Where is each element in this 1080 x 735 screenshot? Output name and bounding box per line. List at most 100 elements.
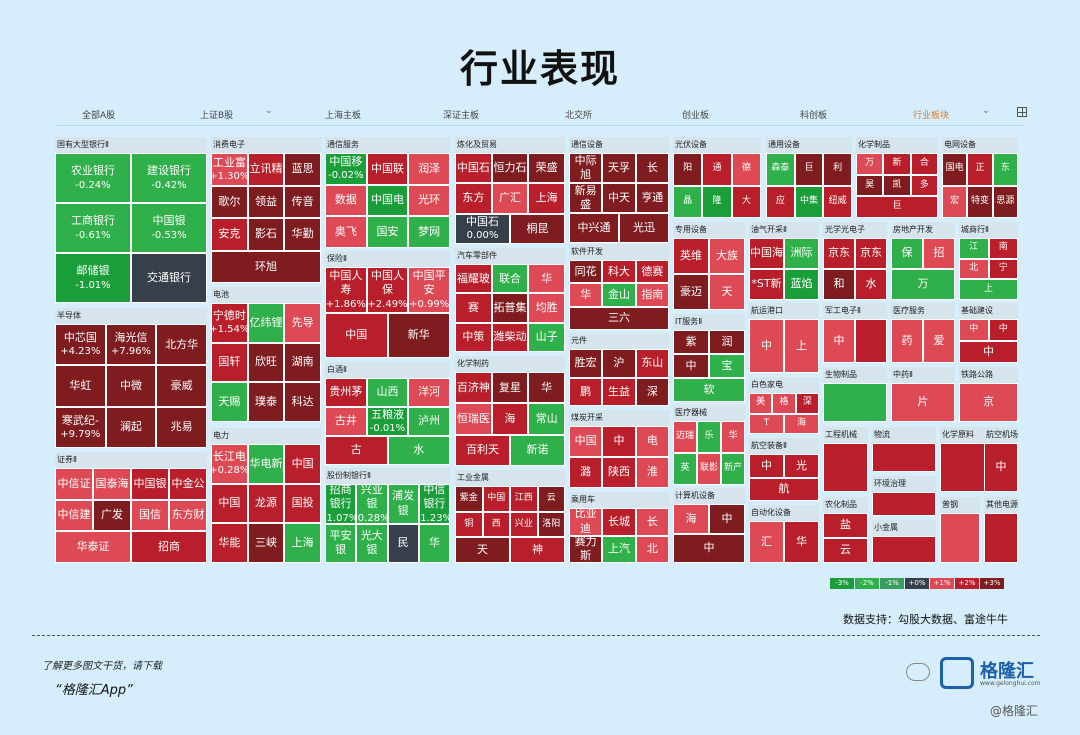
stock-tile[interactable]: 片 bbox=[891, 383, 955, 422]
chevron-down-icon[interactable]: ⌄ bbox=[265, 106, 273, 116]
stock-tile[interactable]: 华电新 bbox=[247, 444, 285, 484]
industry-panel[interactable]: 工业金属 紫金 中国 江西 云铜 西 兴业 洛阳天 神 bbox=[455, 470, 565, 563]
industry-panel[interactable]: 煤炭开采 中国 中 电潞 陕西 淮 bbox=[569, 410, 669, 488]
stock-tile[interactable]: 新诺 bbox=[510, 434, 565, 466]
stock-tile[interactable]: 软 bbox=[673, 378, 745, 402]
stock-tile[interactable]: 先导 bbox=[284, 303, 321, 343]
stock-tile[interactable]: 科达 bbox=[284, 382, 321, 422]
industry-panel[interactable]: 普钢 bbox=[940, 497, 980, 563]
industry-panel[interactable]: 航运港口中 上 bbox=[749, 303, 819, 373]
stock-tile[interactable]: 光 bbox=[784, 454, 819, 478]
stock-tile[interactable]: 中 bbox=[709, 504, 745, 534]
stock-tile[interactable]: 上汽 bbox=[602, 535, 636, 563]
stock-tile[interactable]: 中国 bbox=[284, 444, 321, 484]
stock-tile[interactable]: 洋河 bbox=[408, 378, 450, 407]
stock-tile[interactable]: 拓普集 bbox=[491, 293, 529, 323]
stock-tile[interactable]: 海 bbox=[784, 413, 819, 434]
stock-tile[interactable]: 歌尔 bbox=[211, 185, 248, 218]
stock-tile[interactable]: 均胜 bbox=[528, 293, 565, 323]
stock-tile[interactable]: 龙源 bbox=[247, 483, 285, 524]
stock-tile[interactable]: 英 bbox=[673, 453, 697, 485]
stock-tile[interactable]: 新华 bbox=[387, 312, 450, 358]
tab-sh-main[interactable]: 上海主板 bbox=[325, 111, 362, 121]
industry-panel[interactable]: 医疗服务药 爱 bbox=[891, 303, 955, 363]
stock-tile[interactable]: 赛力斯 bbox=[569, 535, 603, 563]
stock-tile[interactable]: 中 bbox=[988, 319, 1018, 341]
industry-panel[interactable]: 生物制品 bbox=[823, 367, 887, 422]
industry-panel[interactable]: 铁路公路京 bbox=[959, 367, 1018, 422]
stock-tile[interactable]: 三峡 bbox=[247, 523, 285, 563]
industry-panel[interactable]: 元件 胜宏 沪 东山鹏 生益 深 bbox=[569, 333, 669, 406]
tab-chinext[interactable]: 创业板 bbox=[682, 111, 710, 121]
grid-icon[interactable] bbox=[1017, 107, 1027, 117]
stock-tile[interactable]: 天 bbox=[455, 537, 510, 563]
stock-tile[interactable]: 中 bbox=[673, 533, 745, 563]
stock-tile[interactable]: 巨 bbox=[794, 153, 824, 186]
stock-tile[interactable]: 中信证 bbox=[55, 468, 93, 500]
stock-tile[interactable]: 古 bbox=[325, 436, 388, 465]
stock-tile[interactable]: T bbox=[749, 413, 784, 434]
stock-tile[interactable]: 农业银行 -0.24% bbox=[55, 153, 131, 203]
stock-tile[interactable]: 南 bbox=[988, 238, 1018, 259]
stock-tile[interactable]: 美 bbox=[749, 393, 773, 414]
stock-tile[interactable]: 科大 bbox=[602, 260, 636, 284]
industry-panel[interactable]: 房地产开发保 招万 bbox=[891, 222, 955, 300]
stock-tile[interactable]: 兴业 bbox=[510, 511, 538, 538]
stock-tile[interactable]: 森泰 bbox=[766, 153, 795, 186]
stock-tile[interactable]: 航 bbox=[749, 477, 819, 501]
stock-tile[interactable]: 西 bbox=[482, 511, 510, 538]
industry-panel[interactable]: 计算机设备海中中 bbox=[673, 488, 745, 563]
industry-panel[interactable]: 通信设备 中际旭 天孚 长新易盛 中天 亨通 中兴通 光迅 bbox=[569, 137, 669, 243]
stock-tile[interactable]: 广发 bbox=[93, 499, 131, 532]
stock-tile[interactable]: 紫 bbox=[673, 330, 709, 354]
stock-tile[interactable]: 华能 bbox=[211, 523, 248, 563]
stock-tile[interactable] bbox=[872, 536, 936, 563]
industry-panel[interactable]: 电力 长江电 +0.28% 华电新 中国 中国 龙源 国投 华能 三峡 上海 bbox=[211, 428, 321, 563]
stock-tile[interactable]: 中信银行-1.23% bbox=[418, 484, 450, 524]
stock-tile[interactable]: 中际旭 bbox=[569, 153, 603, 183]
stock-tile[interactable]: 中国人寿 +1.86% bbox=[325, 267, 367, 313]
stock-tile[interactable] bbox=[872, 443, 936, 472]
stock-tile[interactable]: 上海 bbox=[284, 523, 321, 563]
stock-tile[interactable]: 广汇 bbox=[491, 183, 529, 214]
stock-tile[interactable]: 爱 bbox=[923, 319, 955, 363]
stock-tile[interactable]: 福耀玻 bbox=[455, 264, 492, 294]
stock-tile[interactable]: 中国联 bbox=[366, 153, 409, 185]
stock-tile[interactable]: 数据 bbox=[325, 184, 367, 217]
industry-panel[interactable]: 基础建设中中中 bbox=[959, 303, 1018, 363]
stock-tile[interactable]: 多 bbox=[910, 174, 938, 197]
industry-panel[interactable]: 消费电子 工业富 +1.30% 立讯精 蓝思 歌尔 领益 传音 安克 影石 华勤 环旭 bbox=[211, 137, 321, 283]
stock-tile[interactable]: 平安银 bbox=[325, 523, 357, 563]
stock-tile[interactable]: 邮储银 -1.01% bbox=[55, 253, 131, 303]
stock-tile[interactable]: 洛阳 bbox=[537, 511, 565, 538]
stock-tile[interactable]: 中天 bbox=[602, 183, 636, 213]
stock-tile[interactable]: 海 bbox=[491, 403, 529, 435]
stock-tile[interactable]: 领益 bbox=[247, 185, 285, 218]
tab-sh-b[interactable]: 上证B股 bbox=[200, 111, 234, 121]
stock-tile[interactable]: 华勤 bbox=[284, 218, 321, 251]
stock-tile[interactable]: 长江电 +0.28% bbox=[211, 444, 248, 484]
stock-tile[interactable]: 交通银行 bbox=[131, 253, 207, 303]
stock-tile[interactable]: 应 bbox=[766, 185, 795, 218]
industry-panel[interactable]: 国有大型银行Ⅱ 农业银行 -0.24% 建设银行 -0.42% 工商银行 -0.61% 中国银… bbox=[55, 137, 207, 303]
stock-tile[interactable]: 中国海 bbox=[749, 238, 784, 269]
stock-tile[interactable]: 国泰海 bbox=[93, 468, 131, 500]
industry-panel[interactable]: 油气开采Ⅱ 中国海 洲际 *ST新 蓝焰 bbox=[749, 222, 819, 300]
stock-tile[interactable]: 恒瑞医 bbox=[455, 403, 492, 435]
stock-tile[interactable]: 京东 bbox=[855, 238, 887, 269]
stock-tile[interactable]: 光环 bbox=[408, 184, 450, 217]
stock-tile[interactable]: 中国银 bbox=[131, 468, 169, 500]
stock-tile[interactable]: 长 bbox=[635, 153, 669, 183]
stock-tile[interactable]: 浦发银 bbox=[387, 484, 419, 524]
stock-tile[interactable]: 工业富 +1.30% bbox=[211, 153, 248, 186]
stock-tile[interactable]: 中金公 bbox=[169, 468, 207, 500]
industry-panel[interactable]: 光伏设备阳 通 德晶 隆 大 bbox=[673, 137, 761, 218]
stock-tile[interactable]: 润泽 bbox=[408, 153, 450, 185]
stock-tile[interactable]: 格 bbox=[772, 393, 796, 414]
stock-tile[interactable]: 合 bbox=[910, 153, 938, 175]
stock-tile[interactable]: 长 bbox=[635, 508, 669, 536]
stock-tile[interactable]: 华 bbox=[721, 421, 745, 453]
stock-tile[interactable]: 泸州 bbox=[408, 407, 450, 436]
stock-tile[interactable]: 海光信 +7.96% bbox=[105, 324, 157, 366]
stock-tile[interactable]: 昊 bbox=[856, 174, 884, 197]
